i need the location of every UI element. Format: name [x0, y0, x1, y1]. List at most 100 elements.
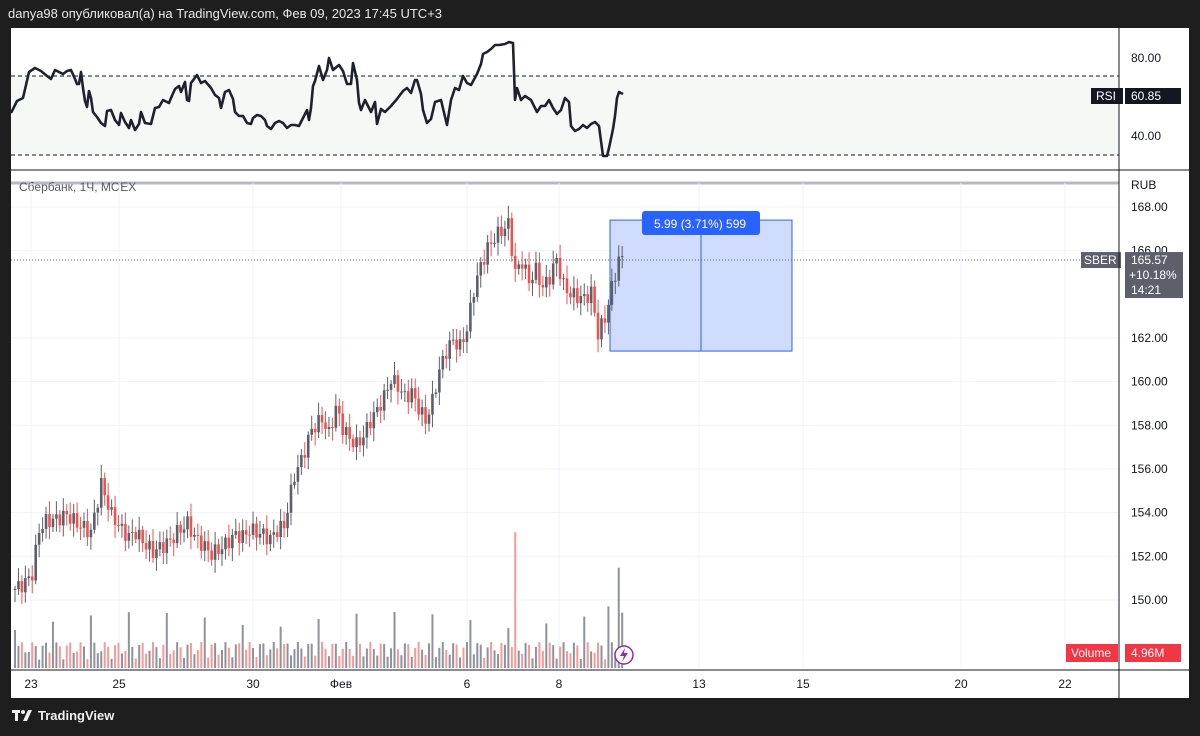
price-candle	[327, 416, 331, 437]
volume-bar	[193, 654, 196, 668]
volume-bar	[600, 645, 603, 668]
price-candle	[375, 398, 379, 418]
price-candle	[348, 413, 351, 451]
candle-body	[520, 264, 524, 269]
candle-body	[589, 286, 593, 304]
candle-body	[617, 256, 621, 281]
footer-brand-label: TradingView	[38, 708, 115, 723]
candle-body	[303, 455, 307, 458]
price-candle	[68, 502, 72, 531]
candle-body	[113, 507, 117, 525]
candle-body	[82, 521, 86, 528]
countdown-value: 14:21	[1131, 283, 1161, 297]
price-candle	[572, 276, 576, 311]
volume-bar	[569, 653, 572, 668]
candle-body	[310, 428, 313, 435]
candle-body	[220, 549, 224, 555]
volume-bar	[555, 658, 558, 668]
candle-body	[548, 276, 552, 285]
volume-label-badge	[1066, 644, 1118, 662]
chart-svg[interactable]: 80.00 40.00 RSI 60.85 Сбербанк, 1Ч, MOEX RUB 1…	[9, 28, 1189, 698]
volume-bar	[62, 659, 65, 668]
measure-label-badge	[642, 211, 760, 235]
volume-bar	[572, 642, 575, 668]
candle-body	[44, 514, 48, 530]
volume-bar	[531, 658, 534, 668]
candle-body	[527, 264, 531, 284]
price-candle	[41, 517, 44, 542]
price-candle	[472, 292, 476, 316]
volume-bar	[20, 642, 23, 668]
publication-caption: danya98 опубликовал(а) на TradingView.co…	[8, 6, 443, 21]
volume-bar	[524, 642, 527, 668]
price-candle	[234, 518, 238, 539]
volume-bar	[452, 643, 455, 668]
candle-body	[213, 544, 217, 560]
candle-body	[341, 413, 345, 436]
volume-bar	[252, 647, 255, 668]
time-tick-25: 25	[112, 677, 126, 691]
volume-bar	[307, 643, 310, 668]
candle-body	[555, 258, 558, 264]
price-candle	[134, 526, 138, 544]
price-candle	[365, 413, 369, 449]
price-candle	[82, 512, 86, 538]
candle-body	[541, 284, 545, 288]
candle-body	[89, 529, 93, 538]
price-candle	[55, 501, 58, 532]
candle-body	[500, 226, 503, 237]
price-candle	[379, 394, 382, 423]
candle-body	[551, 263, 555, 285]
volume-bar	[76, 651, 79, 668]
candle-body	[396, 375, 400, 392]
price-tick: 168.00	[1131, 200, 1168, 214]
candle-body	[269, 534, 272, 545]
price-candle	[600, 314, 603, 348]
price-candle	[255, 516, 258, 551]
candle-body	[386, 389, 389, 391]
candle-body	[227, 537, 231, 549]
candle-body	[293, 481, 296, 485]
price-candle	[272, 519, 276, 548]
volume-bar	[262, 643, 265, 668]
footer-brand[interactable]: TradingView	[12, 708, 114, 723]
price-tick: 160.00	[1131, 375, 1168, 389]
price-candle	[448, 331, 451, 371]
price-candle	[534, 251, 538, 284]
candle-body	[510, 218, 514, 256]
price-candle	[355, 424, 358, 461]
volume-bar	[593, 652, 596, 668]
volume-bar	[183, 657, 186, 668]
candle-body	[417, 398, 420, 415]
candle-body	[103, 478, 106, 496]
candle-body	[244, 530, 248, 535]
price-candle	[338, 398, 341, 427]
candle-body	[141, 529, 144, 544]
rsi-band	[11, 76, 1119, 156]
price-candle	[565, 265, 569, 305]
candle-body	[165, 538, 169, 553]
price-candle	[486, 235, 489, 274]
volume-bar	[124, 650, 127, 668]
tradingview-logo-icon	[12, 709, 32, 721]
candle-body	[513, 255, 517, 269]
volume-bar	[597, 642, 600, 668]
candle-body	[203, 541, 207, 551]
candle-body	[486, 242, 489, 265]
volume-bar	[286, 643, 289, 668]
volume-bar	[359, 643, 361, 668]
candle-body	[538, 262, 541, 285]
price-candle	[493, 233, 496, 248]
volume-bar	[255, 656, 258, 668]
volume-bar	[331, 643, 334, 668]
price-candle	[482, 249, 486, 275]
price-candle	[172, 533, 175, 557]
volume-bar	[517, 650, 520, 668]
candle-body	[75, 513, 79, 528]
volume-bar	[390, 648, 393, 668]
price-candle	[13, 585, 17, 603]
candle-body	[431, 393, 434, 415]
candle-body	[20, 581, 24, 593]
chart-area[interactable]: 80.00 40.00 RSI 60.85 Сбербанк, 1Ч, MOEX RUB 1…	[9, 28, 1189, 698]
candle-body	[300, 455, 303, 468]
